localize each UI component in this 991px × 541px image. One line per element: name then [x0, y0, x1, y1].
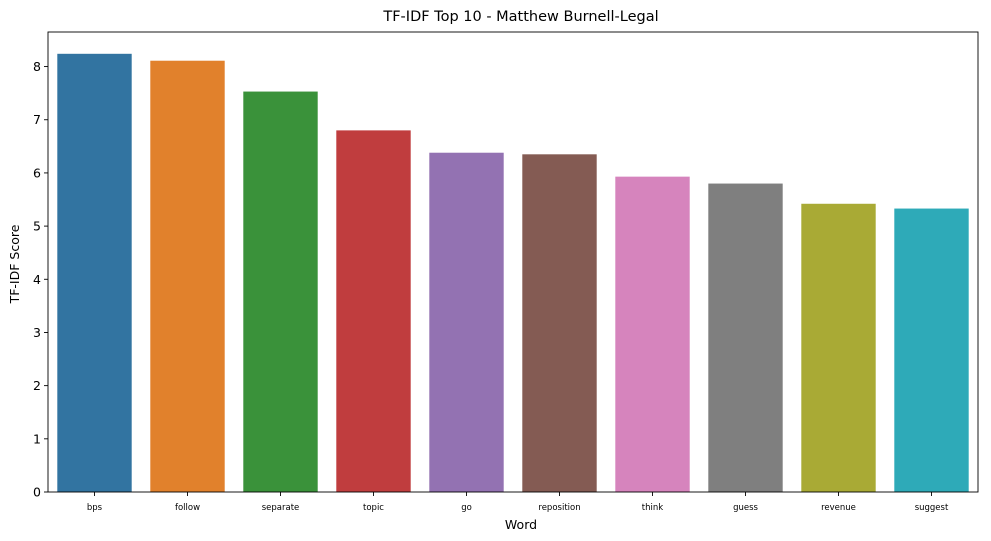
x-tick-label: reposition: [538, 503, 580, 513]
bar-suggest: [894, 208, 969, 492]
y-tick-label: 8: [33, 59, 41, 74]
x-tick-label: think: [642, 503, 663, 513]
x-tick-label: follow: [175, 503, 200, 513]
x-tick-label: revenue: [821, 503, 856, 513]
x-tick-label: bps: [87, 503, 103, 513]
bar-separate: [243, 91, 318, 492]
axes-frame: [47, 31, 979, 493]
y-tick-label: 3: [33, 325, 41, 340]
y-tick-label: 6: [33, 165, 41, 180]
y-tick-label: 0: [33, 485, 41, 500]
y-axis-label: TF-IDF Score: [7, 224, 22, 304]
x-tick-label: topic: [363, 503, 384, 513]
plot-area: 0 1 2 3 4 5 6 7 8 bps follow separate topic go reposit…: [33, 31, 979, 513]
y-tick-label: 1: [33, 431, 41, 446]
bar-guess: [708, 183, 783, 492]
x-tick-label: go: [461, 503, 472, 513]
x-tick-label: guess: [733, 503, 758, 513]
y-tick-label: 2: [33, 378, 41, 393]
bar-revenue: [801, 203, 876, 492]
bar-go: [429, 152, 504, 492]
x-tick-label: suggest: [915, 503, 949, 513]
bar-bps: [57, 53, 132, 492]
bar-topic: [336, 130, 411, 492]
chart-title: TF-IDF Top 10 - Matthew Burnell-Legal: [382, 9, 658, 25]
bar-reposition: [522, 154, 597, 492]
y-tick-label: 7: [33, 112, 41, 127]
y-tick-label: 4: [33, 272, 41, 287]
x-tick-label: separate: [262, 503, 300, 513]
bar-follow: [150, 60, 225, 492]
bar-think: [615, 176, 690, 492]
y-tick-label: 5: [33, 219, 41, 234]
x-axis-label: Word: [505, 517, 537, 532]
